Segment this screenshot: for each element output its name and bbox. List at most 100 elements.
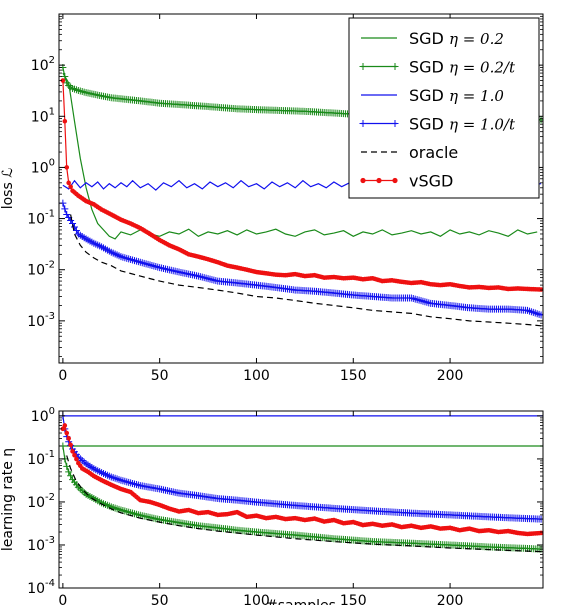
marker-plus xyxy=(425,299,433,307)
marker-plus xyxy=(113,475,121,483)
x-tick-label: 200 xyxy=(437,593,464,605)
marker-plus xyxy=(134,481,142,489)
marker-plus xyxy=(127,255,135,263)
y-tick-label: 10-1 xyxy=(27,449,55,468)
series-lr_oracle xyxy=(66,455,542,553)
x-tick-label: 0 xyxy=(58,593,67,605)
legend-label: oracle xyxy=(409,143,458,162)
marker-plus xyxy=(154,263,162,271)
marker-dot xyxy=(66,180,71,186)
marker-plus xyxy=(125,478,133,486)
series-lr_sgd02t xyxy=(59,442,543,553)
marker-plus xyxy=(63,462,71,470)
marker-plus xyxy=(136,258,144,266)
marker-plus xyxy=(421,298,429,306)
y-tick-label: 10-2 xyxy=(27,260,55,279)
series-lr_vsgd xyxy=(60,423,543,537)
legend-marker-plus xyxy=(391,63,399,70)
marker-plus xyxy=(144,260,152,268)
marker-plus xyxy=(140,259,148,267)
legend: SGD η = 0.2 SGD η = 0.2/t SGD η = 1.0 SGD η… xyxy=(348,17,540,199)
marker-plus xyxy=(113,505,121,513)
y-tick-label: 100 xyxy=(31,406,55,425)
marker-plus xyxy=(413,296,421,304)
marker-dot xyxy=(68,442,73,448)
marker-plus xyxy=(76,87,84,95)
legend-marker-dot xyxy=(376,177,382,184)
x-tick-label: 0 xyxy=(58,368,67,384)
legend-marker-plus xyxy=(359,120,367,127)
marker-plus xyxy=(115,476,123,484)
marker-dot xyxy=(74,456,79,462)
series-lr_sgd10t xyxy=(59,412,543,523)
marker-plus xyxy=(72,226,80,234)
legend-label: vSGD xyxy=(409,172,453,191)
legend-label: SGD η = 0.2/t xyxy=(409,58,516,77)
legend-item: SGD η = 1.0 xyxy=(361,86,504,105)
marker-plus xyxy=(61,72,69,80)
marker-plus xyxy=(146,261,154,269)
marker-plus xyxy=(80,88,88,96)
marker-dot xyxy=(60,78,66,83)
marker-plus xyxy=(132,481,140,489)
plot-area xyxy=(59,412,543,553)
marker-plus xyxy=(131,257,139,265)
legend-label: SGD η = 1.0 xyxy=(409,86,504,105)
x-tick-label: 200 xyxy=(437,368,464,384)
series-line-lr_oracle xyxy=(66,455,542,553)
marker-plus xyxy=(148,261,156,269)
legend-box xyxy=(348,17,540,199)
series-sgd02 xyxy=(62,72,538,240)
legend-marker-plus xyxy=(359,63,367,70)
x-tick-label: 100 xyxy=(243,593,270,605)
marker-plus xyxy=(411,295,419,303)
y-tick-label: 10-1 xyxy=(27,209,55,228)
marker-plus xyxy=(78,88,86,96)
marker-dot xyxy=(60,426,66,432)
y-tick-label: 101 xyxy=(31,106,55,125)
legend-item: SGD η = 0.2 xyxy=(361,29,504,48)
legend-marker-dot xyxy=(360,177,366,184)
marker-plus xyxy=(127,479,135,487)
marker-plus xyxy=(129,256,137,264)
marker-plus xyxy=(123,478,131,486)
marker-plus xyxy=(123,254,131,262)
series-vsgd xyxy=(60,78,543,292)
marker-plus xyxy=(537,311,543,319)
marker-plus xyxy=(63,211,71,219)
y-tick-label: 10-4 xyxy=(27,578,55,597)
marker-plus xyxy=(142,260,150,268)
marker-plus xyxy=(67,217,75,225)
marker-plus xyxy=(409,295,417,303)
legend-label: SGD η = 0.2 xyxy=(409,29,504,48)
y-tick-label: 100 xyxy=(31,157,55,176)
marker-plus xyxy=(132,257,140,265)
loss-panel: 0 50 100 150 200 102 101 100 10-1 10-2 10-3 loss ℒ S… xyxy=(0,13,544,384)
marker-plus xyxy=(131,480,139,488)
marker-dot xyxy=(72,452,77,458)
marker-dot xyxy=(66,436,71,441)
x-tick-label: 50 xyxy=(151,593,169,605)
marker-plus xyxy=(129,479,137,487)
marker-plus xyxy=(138,259,146,267)
marker-plus xyxy=(65,468,73,476)
series-line-sgd02 xyxy=(62,72,538,240)
marker-dot xyxy=(62,118,68,124)
x-tick-label: 150 xyxy=(340,593,367,605)
marker-plus xyxy=(417,297,425,305)
marker-plus xyxy=(150,262,158,270)
marker-dot xyxy=(62,423,68,428)
y-tick-label: 10-3 xyxy=(27,311,55,330)
marker-plus xyxy=(123,508,131,516)
marker-dot xyxy=(538,287,543,292)
marker-plus xyxy=(134,258,142,266)
x-tick-label: 50 xyxy=(151,368,169,384)
marker-plus xyxy=(61,205,69,213)
legend-item: SGD η = 0.2/t xyxy=(359,58,516,77)
marker-plus xyxy=(121,477,129,485)
legend-label: SGD η = 1.0/t xyxy=(409,115,516,134)
marker-plus xyxy=(119,477,127,485)
x-axis-label: #samples xyxy=(266,598,336,605)
marker-dot xyxy=(64,165,70,170)
